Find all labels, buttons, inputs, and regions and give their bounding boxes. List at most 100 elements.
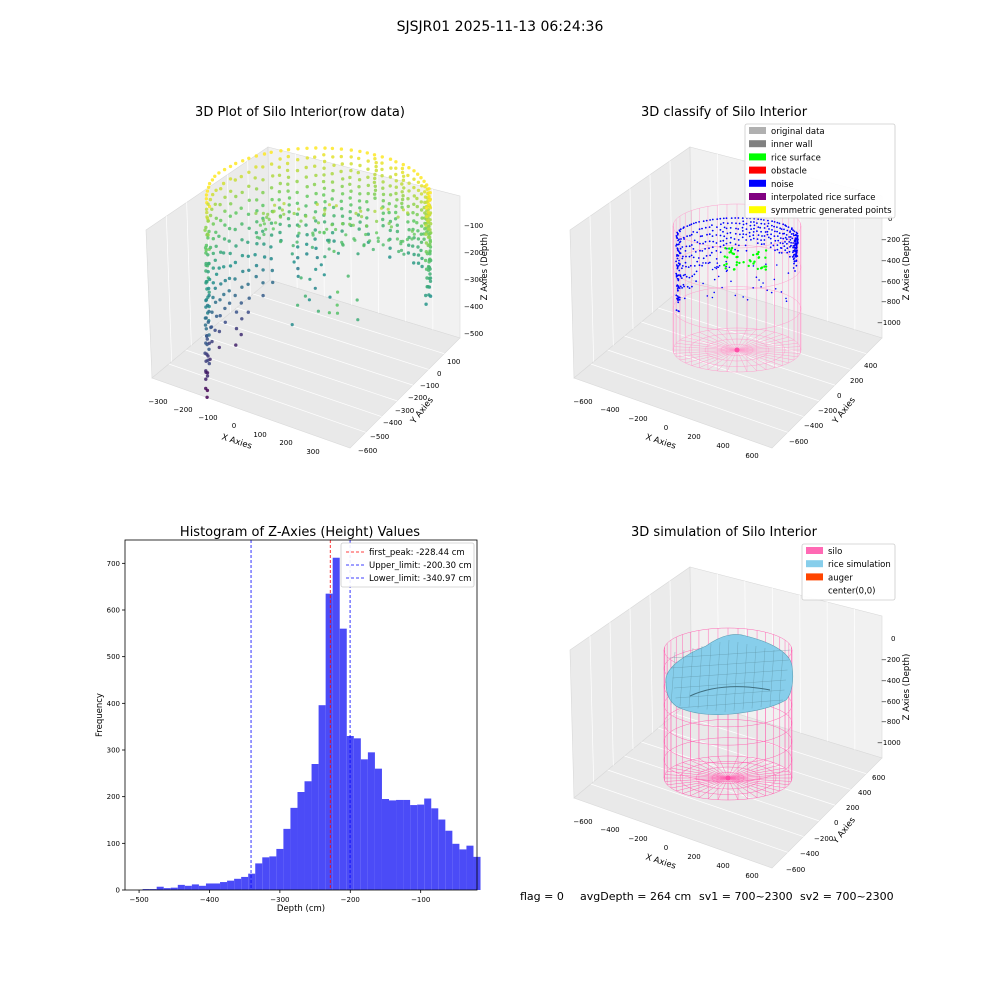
classify-point [725, 262, 728, 266]
classify-point [773, 278, 776, 281]
legend-swatch [749, 193, 766, 200]
classify-point [749, 260, 752, 263]
raw-point [203, 323, 208, 327]
raw-point [314, 246, 318, 250]
raw-point [285, 161, 290, 166]
raw-point [358, 163, 362, 168]
classify-point [785, 297, 787, 300]
classify-point [708, 240, 711, 243]
classify-point [776, 226, 778, 229]
gridline [629, 608, 634, 750]
rice-mesh-line [675, 689, 785, 699]
simulation-ytick: −200 [814, 835, 833, 843]
raw-point [381, 211, 385, 215]
raw-point [407, 189, 411, 193]
raw-point [222, 292, 226, 297]
raw-point [427, 194, 431, 199]
raw-point [291, 244, 295, 248]
raw-point [397, 249, 401, 254]
raw-point [359, 209, 363, 213]
raw-point [412, 194, 416, 198]
raw-point [348, 216, 352, 221]
legend-swatch [749, 179, 766, 187]
raw-point [253, 176, 257, 180]
classify-point [683, 297, 686, 300]
classify-point [684, 250, 687, 252]
classify-point [691, 275, 694, 278]
classify-point [796, 232, 799, 235]
raw-point [286, 182, 290, 186]
raw-point [411, 211, 415, 215]
classify-point [695, 280, 697, 283]
raw-point [316, 221, 321, 225]
panel-simulation: 3D simulation of Silo Interior −600 −400… [569, 525, 912, 880]
raw-point [295, 179, 299, 184]
raw-point [247, 198, 251, 202]
classify-point [730, 247, 734, 250]
classify-point [695, 270, 698, 273]
raw-point [269, 233, 274, 237]
raw-point [211, 222, 215, 226]
classify-point [785, 238, 788, 241]
classify-point [678, 259, 680, 262]
classify-point [675, 309, 678, 311]
classify-point [685, 255, 687, 258]
classify-point [677, 265, 680, 267]
rice-mesh-line [706, 643, 712, 710]
raw-z-ticks: −100 −200 −300 −400 −500 [464, 222, 483, 338]
raw-point [211, 192, 215, 197]
classify-point [789, 239, 792, 241]
raw-point [330, 146, 335, 151]
classify-point [676, 295, 679, 297]
raw-point [205, 374, 210, 378]
raw-point [364, 232, 368, 237]
classify-point [731, 222, 733, 224]
raw-point [222, 167, 227, 172]
classify-ytick: −200 [818, 407, 837, 415]
raw-point [206, 236, 210, 240]
classify-point [795, 256, 797, 258]
raw-point [395, 229, 400, 234]
simulation-ztick: −400 [881, 677, 900, 685]
classify-point [705, 219, 708, 222]
classify-point [675, 235, 678, 237]
raw-point [352, 237, 356, 241]
raw-point [297, 231, 301, 235]
classify-point [724, 247, 727, 250]
raw-point [335, 303, 339, 307]
classify-point [789, 246, 791, 248]
gridline [168, 363, 366, 433]
classify-point [748, 235, 751, 238]
raw-point [344, 233, 348, 237]
legend-label: first_peak: -228.44 cm [369, 548, 465, 558]
raw-ztick: −300 [464, 276, 483, 284]
classify-point [753, 224, 756, 227]
raw-point [423, 258, 428, 263]
raw-point [254, 274, 258, 279]
raw-point [304, 175, 308, 179]
histogram-bar [205, 883, 213, 890]
raw-point [401, 174, 406, 178]
raw-point [269, 162, 274, 166]
raw-point [210, 310, 214, 314]
classify-point [750, 221, 752, 223]
raw-point [205, 233, 209, 237]
classify-point [701, 264, 703, 267]
classify-point [795, 246, 797, 249]
classify-point [681, 265, 684, 267]
classify-ytick: −600 [789, 438, 808, 446]
histogram-bar [276, 848, 284, 890]
classify-point [767, 222, 770, 225]
raw-point [277, 198, 281, 202]
classify-point [701, 235, 704, 237]
classify-point [792, 232, 795, 235]
classify-point [771, 229, 773, 231]
classify-point [730, 236, 732, 239]
raw-point [399, 248, 404, 252]
simulation-xtick: −400 [600, 826, 619, 834]
simulation-y-ticks: 600 400 200 0 −200 −400 −600 [786, 774, 885, 874]
rice-mesh-line [672, 669, 788, 679]
classify-point [677, 289, 679, 292]
raw-point [296, 274, 300, 278]
raw-point [381, 224, 385, 228]
